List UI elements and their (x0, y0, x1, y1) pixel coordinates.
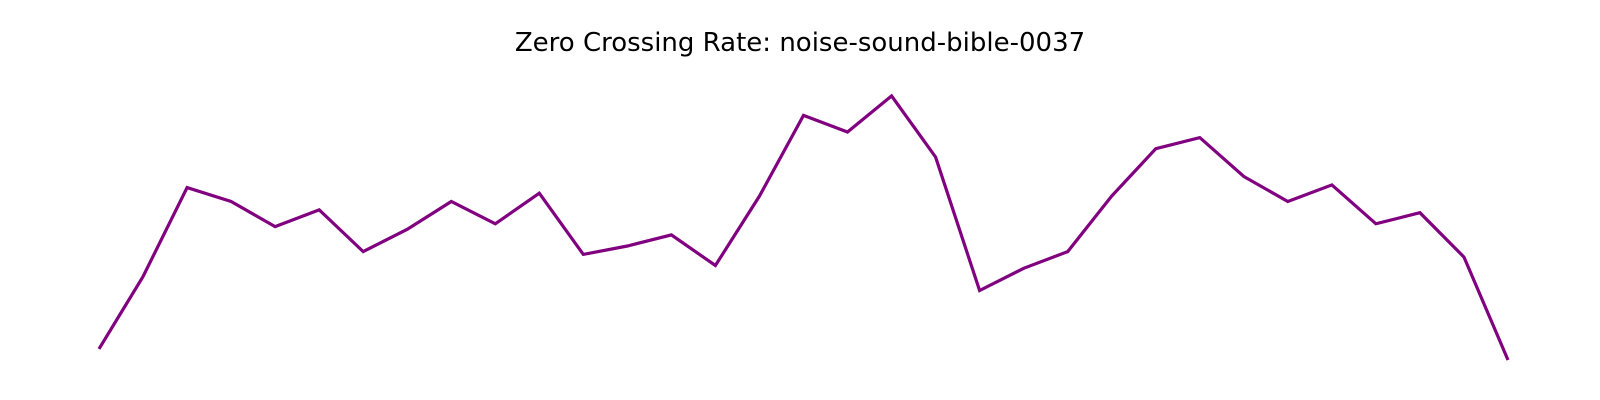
chart-title: Zero Crossing Rate: noise-sound-bible-00… (515, 28, 1085, 58)
plot-area (99, 96, 1508, 360)
series-line-zcr (99, 96, 1508, 360)
